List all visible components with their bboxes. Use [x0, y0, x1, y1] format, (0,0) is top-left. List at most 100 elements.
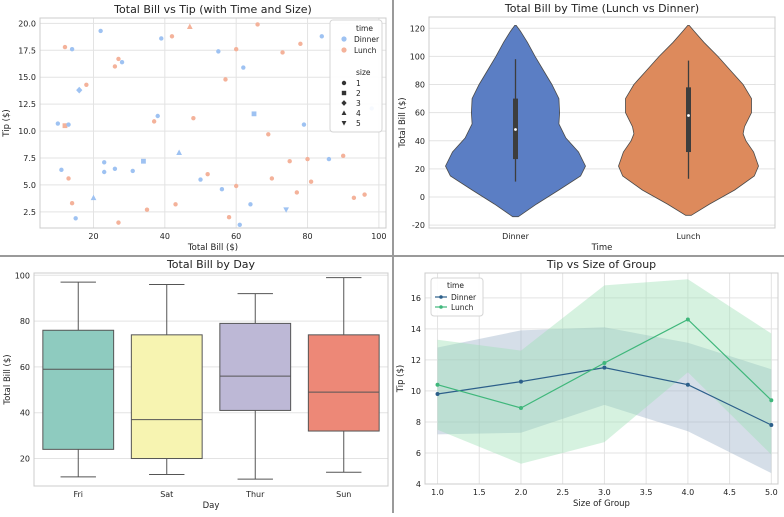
- violin-panel: -20 0 20 40 60 80 100 120 Dinner Lunch Total Bill …: [395, 0, 784, 254]
- scatter-point: [155, 113, 160, 119]
- scatter-point: [191, 115, 196, 121]
- y-tick-label: 17.5: [18, 46, 36, 55]
- plot-border: [424, 272, 779, 485]
- scatter-point: [130, 168, 135, 174]
- scatter-point: [280, 50, 285, 55]
- plot-area: [424, 272, 779, 485]
- x-tick-label: 5.0: [765, 488, 778, 497]
- box-iqr: [219, 322, 292, 411]
- scatter-point: [62, 44, 68, 50]
- legend-size-label: 2: [356, 89, 361, 98]
- scatter-point: [241, 65, 246, 70]
- scatter-point: [116, 56, 121, 62]
- x-axis-label: Total Bill ($): [187, 243, 238, 253]
- scatter-point: [283, 207, 289, 213]
- x-tick-label: Dinner: [502, 232, 529, 241]
- y-tick-label: -20: [412, 221, 425, 230]
- legend-marker: [439, 295, 443, 299]
- scatter-point: [216, 49, 221, 54]
- x-axis-label: Day: [203, 501, 220, 511]
- plot-border: [428, 16, 776, 229]
- scatter-point: [144, 207, 150, 212]
- scatter-point: [119, 59, 125, 65]
- plot-border: [33, 272, 389, 487]
- y-tick-label: 14: [411, 325, 421, 334]
- scatter-point: [176, 149, 182, 155]
- x-tick-label: Thur: [245, 490, 265, 499]
- scatter-point: [305, 156, 310, 162]
- series-point: [685, 317, 690, 322]
- legend-size-marker: [341, 80, 347, 86]
- scatter-point: [76, 86, 83, 94]
- violin-median: [687, 114, 690, 117]
- scatter-point: [66, 122, 71, 127]
- scatter-point: [116, 220, 121, 225]
- legend-label: Dinner: [451, 293, 477, 302]
- x-tick-label: 1.0: [431, 488, 444, 497]
- x-tick-label: Sun: [336, 490, 351, 499]
- y-tick-label: 100: [15, 271, 30, 280]
- legend-size-marker: [341, 121, 347, 126]
- y-tick-label: 40: [20, 409, 30, 418]
- y-axis-label: Tip ($): [396, 365, 406, 393]
- series-point: [435, 392, 440, 397]
- y-tick-label: 15.0: [18, 73, 36, 82]
- scatter-point: [205, 171, 210, 177]
- scatter-point: [173, 202, 178, 207]
- scatter-point: [59, 167, 64, 173]
- scatter-point: [102, 169, 107, 175]
- x-tick-label: 3.0: [598, 488, 611, 497]
- x-tick-label: 20: [88, 232, 98, 241]
- scatter-point: [159, 36, 164, 41]
- legend-hue-marker: [341, 36, 347, 42]
- plot-border: [39, 17, 387, 229]
- y-tick-label: 80: [415, 81, 425, 90]
- series-point: [518, 405, 523, 410]
- chart-title: Total Bill by Day: [166, 258, 256, 271]
- legend-size-label: 5: [356, 119, 361, 128]
- legend-hue-label: Lunch: [354, 46, 377, 55]
- scatter-point: [287, 159, 292, 164]
- series-point: [518, 379, 523, 384]
- series-point: [769, 423, 774, 428]
- legend-size-label: 1: [356, 79, 361, 88]
- line-panel: 4 6 8 10 12 14 16 1.0 1.5 2.0 2.5 3.0 3.5 4.0 4.5 5.0 Ti…: [395, 258, 784, 513]
- x-tick-label: Sat: [160, 490, 173, 499]
- x-tick-label: 2.5: [556, 488, 569, 497]
- scatter-point: [55, 121, 61, 126]
- x-axis-label: Size of Group: [573, 499, 630, 509]
- x-tick-label: 4.0: [682, 488, 695, 497]
- series-point: [435, 382, 440, 387]
- series-point: [769, 398, 774, 403]
- scatter-point: [84, 82, 89, 87]
- y-axis-label: Total Bill ($): [3, 354, 13, 405]
- scatter-point: [226, 215, 232, 220]
- y-tick-label: 16: [411, 294, 421, 303]
- scatter-point: [251, 111, 257, 117]
- scatter-point: [308, 179, 314, 184]
- scatter-point: [141, 158, 146, 164]
- y-tick-label: 120: [410, 24, 425, 33]
- scatter-point: [98, 28, 103, 34]
- legend-hue-title: time: [356, 24, 373, 33]
- y-axis-label: Tip ($): [2, 109, 12, 137]
- series-point: [602, 360, 607, 365]
- y-tick-label: 80: [20, 317, 30, 326]
- plot-area: [39, 17, 387, 229]
- x-tick-label: 60: [231, 232, 241, 241]
- y-axis-label: Total Bill ($): [398, 97, 408, 148]
- box-iqr: [130, 334, 203, 460]
- scatter-point: [69, 201, 75, 206]
- x-tick-label: 80: [302, 232, 312, 241]
- scatter-point: [169, 34, 175, 39]
- legend-title: time: [447, 281, 464, 290]
- y-tick-label: 10: [411, 387, 421, 396]
- y-tick-label: 20: [20, 455, 30, 464]
- y-tick-label: 5.0: [23, 181, 36, 190]
- x-tick-label: 3.5: [640, 488, 653, 497]
- line-chart: 4 6 8 10 12 14 16 1.0 1.5 2.0 2.5 3.0 3.5 4.0 4.5 5.0 Ti…: [396, 258, 779, 509]
- scatter-point: [362, 192, 367, 197]
- x-tick-label: 100: [371, 232, 386, 241]
- box-panel: 20 40 60 80 100 Fri Sat Thur Sun Total Bill by Da…: [0, 258, 391, 513]
- x-tick-label: Lunch: [677, 232, 701, 241]
